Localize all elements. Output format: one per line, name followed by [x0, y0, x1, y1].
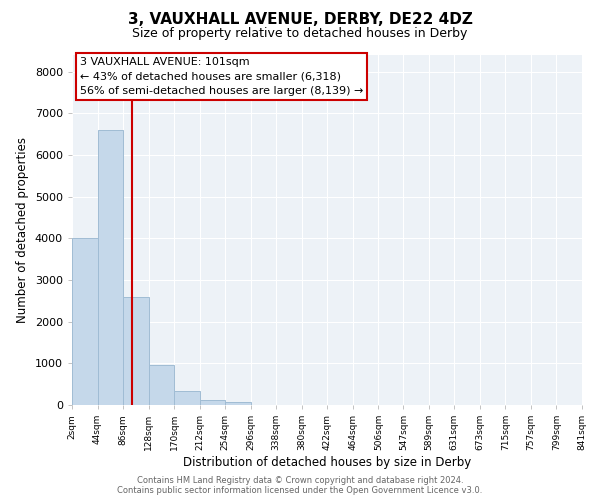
- Bar: [72, 238, 98, 405]
- Bar: [200, 400, 225, 405]
- X-axis label: Distribution of detached houses by size in Derby: Distribution of detached houses by size …: [183, 456, 471, 469]
- Bar: [123, 296, 149, 405]
- Text: Size of property relative to detached houses in Derby: Size of property relative to detached ho…: [133, 28, 467, 40]
- Bar: [174, 391, 200, 405]
- Text: 3, VAUXHALL AVENUE, DERBY, DE22 4DZ: 3, VAUXHALL AVENUE, DERBY, DE22 4DZ: [128, 12, 472, 28]
- Bar: [98, 130, 123, 405]
- Bar: [225, 402, 251, 405]
- Text: Contains HM Land Registry data © Crown copyright and database right 2024.: Contains HM Land Registry data © Crown c…: [137, 476, 463, 485]
- Text: 3 VAUXHALL AVENUE: 101sqm
← 43% of detached houses are smaller (6,318)
56% of se: 3 VAUXHALL AVENUE: 101sqm ← 43% of detac…: [80, 57, 363, 96]
- Text: Contains public sector information licensed under the Open Government Licence v3: Contains public sector information licen…: [118, 486, 482, 495]
- Bar: [149, 364, 174, 405]
- Y-axis label: Number of detached properties: Number of detached properties: [16, 137, 29, 323]
